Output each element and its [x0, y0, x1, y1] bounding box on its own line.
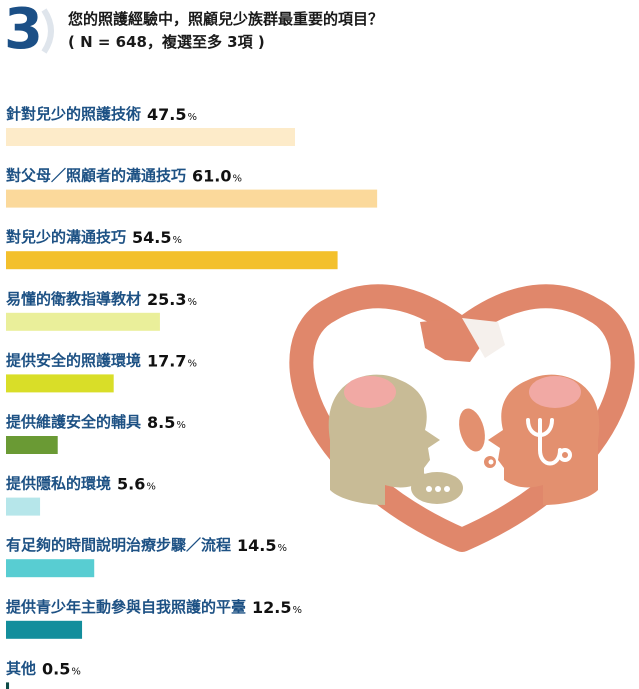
- head-profile-icon: [328, 374, 440, 505]
- bar-value-label: 0.5: [42, 659, 70, 678]
- bar-value-label: 14.5: [237, 536, 276, 555]
- bar: [6, 559, 95, 578]
- bar-value-label: 17.7: [147, 351, 186, 370]
- question-text: 您的照護經驗中，照顧兒少族群最重要的項目？ ( N = 648，複選至多 3項 …: [68, 8, 383, 54]
- bar-value-label: 54.5: [132, 228, 171, 247]
- bar-category-label: 提供青少年主動參與自我照護的平臺: [6, 598, 246, 616]
- bar-unit-label: %: [71, 666, 81, 677]
- bar-category-label: 易懂的衛教指導教材: [6, 290, 141, 308]
- question-title: 您的照護經驗中，照顧兒少族群最重要的項目？: [68, 10, 384, 28]
- bar-unit-label: %: [188, 297, 198, 308]
- question-bracket-icon: [41, 8, 54, 54]
- bar-unit-label: %: [233, 174, 243, 185]
- bar-value-label: 47.5: [147, 105, 186, 124]
- bar-unit-label: %: [188, 112, 198, 123]
- bar: [6, 620, 83, 639]
- speech-bubble-icon: [410, 408, 496, 504]
- bar-value-label: 61.0: [192, 167, 231, 186]
- bar: [6, 251, 338, 270]
- question-number: 3: [4, 0, 43, 62]
- bar-value-label: 12.5: [252, 598, 291, 617]
- bar: [6, 436, 58, 454]
- bar-category-label: 提供隱私的環境: [6, 475, 111, 493]
- bar-category-label: 有足夠的時間說明治療步驟／流程: [6, 536, 231, 554]
- bar-unit-label: %: [176, 420, 186, 431]
- bar: [6, 374, 114, 393]
- bar-unit-label: %: [293, 605, 303, 616]
- stethoscope-icon: [526, 418, 572, 466]
- illustration: [289, 284, 635, 552]
- bar: [6, 682, 10, 689]
- bar-unit-label: %: [173, 235, 183, 246]
- head-profile-icon: [488, 374, 600, 505]
- bar: [6, 497, 41, 516]
- bar-category-label: 對父母／照顧者的溝通技巧: [6, 167, 186, 185]
- bar-unit-label: %: [278, 543, 288, 554]
- bar-category-label: 對兒少的溝通技巧: [6, 228, 126, 246]
- bar-series: 針對兒少的照護技術 47.5 % 對父母／照顧者的溝通技巧 61.0 % 對兒少的溝通技巧 5…: [6, 105, 378, 689]
- bar-category-label: 提供安全的照護環境: [6, 351, 141, 369]
- sample-note: ( N = 648，複選至多 3項 ): [68, 33, 265, 51]
- handshake-icon: [420, 318, 505, 380]
- bar-value-label: 5.6: [117, 475, 145, 494]
- brain-icon: [344, 376, 581, 408]
- bar-category-label: 其他: [6, 659, 36, 677]
- bar: [6, 189, 378, 208]
- bar-category-label: 提供維護安全的輔具: [6, 413, 141, 431]
- bar-unit-label: %: [188, 358, 198, 369]
- bar-value-label: 25.3: [147, 290, 186, 309]
- bar-unit-label: %: [146, 482, 156, 493]
- bar-category-label: 針對兒少的照護技術: [6, 105, 141, 123]
- bar: [6, 312, 160, 331]
- bar-value-label: 8.5: [147, 413, 175, 432]
- bar: [6, 128, 295, 146]
